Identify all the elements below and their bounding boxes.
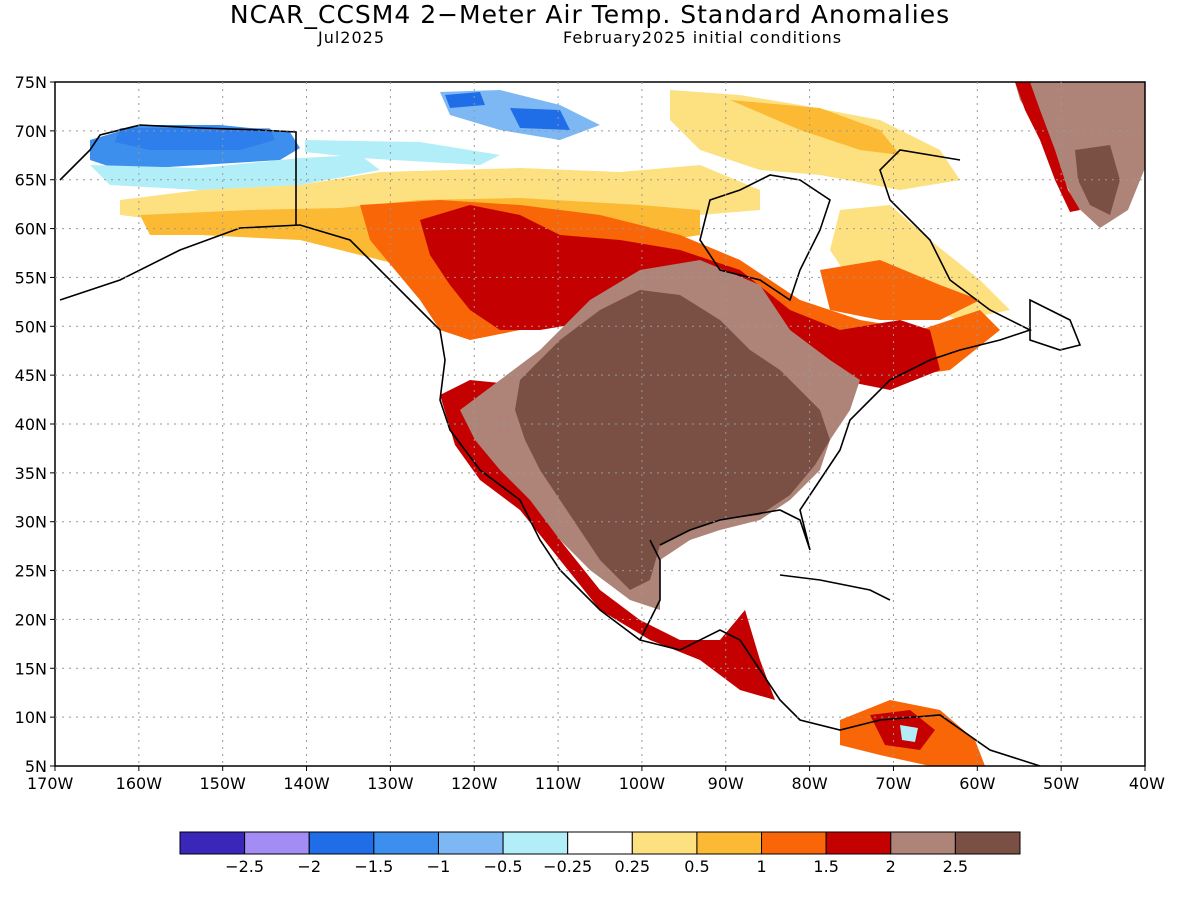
legend-label: −2 (297, 857, 321, 876)
lat-tick-label: 70N (15, 122, 47, 141)
map-title: NCAR_CCSM4 2−Meter Air Temp. Standard An… (229, 0, 951, 29)
legend-swatch (308, 831, 375, 855)
forecast-month: Jul2025 (318, 28, 386, 47)
legend-label: 1.5 (813, 857, 838, 876)
lat-tick-label: 40N (15, 415, 47, 434)
lat-tick-label: 20N (15, 610, 47, 629)
latitude-labels: 75N 70N 65N 60N 55N 50N 45N 40N 35N 30N 25N 20N 15N 1… (15, 73, 47, 776)
legend-swatch (437, 831, 504, 855)
lon-tick-label: 160W (116, 774, 163, 793)
legend-swatch (244, 831, 310, 855)
lat-tick-label: 45N (15, 366, 47, 385)
anomaly-fields (59, 82, 1145, 766)
lat-tick-label: 10N (15, 708, 47, 727)
lon-tick-label: 150W (200, 774, 247, 793)
legend-swatch (631, 831, 698, 855)
legend-swatch (890, 831, 956, 855)
lat-tick-label: 25N (15, 562, 47, 581)
lat-tick-label: 5N (25, 757, 47, 776)
initial-conditions: February2025 initial conditions (563, 28, 843, 47)
lon-tick-label: 50W (1043, 774, 1079, 793)
legend-swatch (567, 831, 633, 855)
lon-tick-label: 60W (959, 774, 995, 793)
lat-tick-label: 65N (15, 171, 47, 190)
legend-label: −0.25 (543, 857, 592, 876)
legend-label: −1.5 (354, 857, 393, 876)
grid-lines (50, 81, 1146, 771)
lon-tick-label: 90W (708, 774, 744, 793)
lon-tick-label: 130W (367, 774, 414, 793)
lon-tick-label: 140W (283, 774, 330, 793)
lon-tick-label: 120W (451, 774, 498, 793)
color-legend: −2.5 −2 −1.5 −1 −0.5 −0.25 0.25 0.5 1 1.5 2 2.5 (179, 831, 1021, 876)
coastlines (59, 124, 1082, 766)
alaska-mild (90, 155, 380, 190)
legend-label: −2.5 (225, 857, 264, 876)
lat-tick-label: 75N (15, 73, 47, 92)
legend-label: 2 (886, 857, 896, 876)
lat-tick-label: 35N (15, 464, 47, 483)
lat-tick-label: 15N (15, 659, 47, 678)
legend-label: −1 (427, 857, 451, 876)
lon-tick-label: 40W (1129, 774, 1165, 793)
legend-label: −0.5 (484, 857, 523, 876)
legend-swatch (954, 831, 1021, 855)
legend-label: 2.5 (943, 857, 968, 876)
legend-label: 0.5 (684, 857, 709, 876)
legend-swatch (373, 831, 439, 855)
lat-tick-label: 55N (15, 268, 47, 287)
legend-swatch (696, 831, 763, 855)
lon-tick-label: 80W (792, 774, 828, 793)
lon-tick-label: 110W (535, 774, 582, 793)
lon-tick-label: 100W (619, 774, 666, 793)
lat-tick-label: 50N (15, 317, 47, 336)
lon-tick-label: 70W (875, 774, 911, 793)
lon-tick-label: 170W (27, 774, 74, 793)
legend-swatch (179, 831, 246, 855)
legend-swatch (761, 831, 827, 855)
legend-swatch (825, 831, 892, 855)
longitude-labels: 170W 160W 150W 140W 130W 120W 110W 100W 90W 80W 70… (27, 774, 1165, 793)
lat-tick-label: 30N (15, 513, 47, 532)
legend-label: 0.25 (614, 857, 650, 876)
lat-tick-label: 60N (15, 220, 47, 239)
legend-label: 1 (756, 857, 766, 876)
legend-swatch (502, 831, 569, 855)
